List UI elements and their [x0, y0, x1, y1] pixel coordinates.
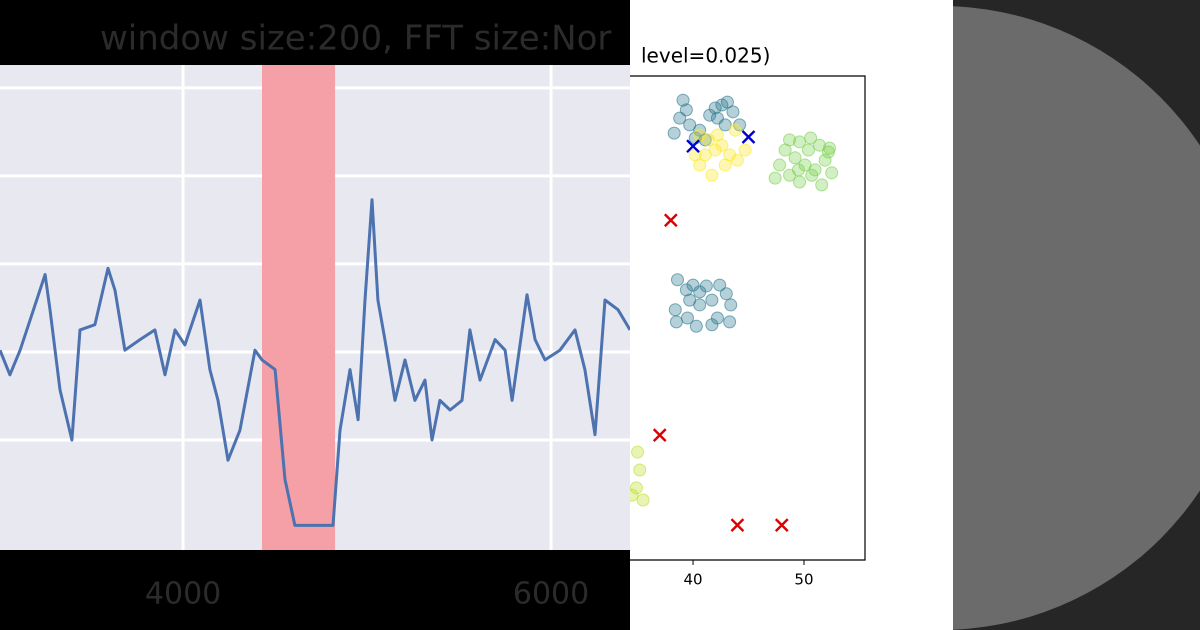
scatter-point: [705, 293, 719, 307]
axes-frame: [630, 75, 866, 561]
plot-content: [0, 65, 630, 550]
scatter-point: [636, 493, 650, 507]
scatter-point: [683, 118, 697, 132]
x-tick-label: 4000: [145, 577, 221, 612]
scatter-point: [768, 171, 782, 185]
decor-circle: [953, 6, 1200, 630]
scatter-point: [667, 126, 681, 140]
scatter-point: [693, 298, 707, 312]
scatter-point: [676, 93, 690, 107]
scatter-point: [669, 315, 683, 329]
scatter-point: [713, 278, 727, 292]
scatter-point: [730, 153, 744, 167]
scatter-point: [633, 463, 647, 477]
centroid-marker: [652, 428, 667, 442]
x-tick-label: 6000: [513, 577, 589, 612]
scatter-point: [825, 166, 839, 180]
scatter-point: [805, 168, 819, 182]
scatter-point: [818, 153, 832, 167]
scatter-point: [778, 143, 792, 157]
scatter-point: [708, 101, 722, 115]
chart-title: level=0.025): [641, 44, 770, 68]
scatter-point: [815, 178, 829, 192]
scatter-point: [630, 488, 639, 502]
scatter-point: [821, 145, 835, 159]
scatter-point: [630, 481, 643, 495]
scatter-point: [699, 279, 713, 293]
scatter-point: [773, 158, 787, 172]
data-line: [0, 198, 630, 527]
scatter-point: [631, 445, 645, 459]
scatter-point: [673, 111, 687, 125]
scatter-point: [718, 118, 732, 132]
scatter-point: [686, 278, 700, 292]
scatter-point: [728, 123, 742, 137]
scatter-point: [813, 138, 827, 152]
centroid-marker: [741, 130, 756, 144]
scatter-point: [724, 298, 738, 312]
scatter-point: [689, 319, 703, 333]
centroid-marker: [686, 139, 700, 154]
line-chart: window size:200, FFT size:Nor 4000 6000: [0, 19, 630, 612]
scatter-point: [719, 287, 733, 301]
scatter-point: [723, 315, 737, 329]
x-tick-label: 50: [794, 571, 813, 589]
scatter-point: [793, 175, 807, 189]
scatter-point: [679, 283, 693, 297]
scatter-point: [705, 168, 719, 182]
scatter-point: [670, 273, 684, 287]
scatter-point: [710, 128, 724, 142]
scatter-point: [705, 318, 719, 332]
scatter-point: [720, 95, 734, 109]
scatter-point: [801, 143, 815, 157]
scatter-point: [791, 163, 805, 177]
scatter-point: [693, 123, 707, 137]
scatter-point: [738, 143, 752, 157]
right-panel: [630, 0, 953, 630]
scatter-point: [698, 148, 712, 162]
highlight-span: [262, 65, 336, 550]
scatter-point: [718, 158, 732, 172]
x-tick-label: 40: [683, 571, 702, 589]
scatter-point: [668, 303, 682, 317]
scatter-point: [788, 151, 802, 165]
centroid-marker: [730, 518, 745, 533]
scatter-chart: level=0.025) 40 50: [630, 44, 866, 589]
chart-title: window size:200, FFT size:Nor: [100, 19, 611, 59]
scatter-point: [726, 105, 740, 119]
centroid-marker: [663, 213, 678, 228]
centroid-marker: [774, 518, 789, 533]
